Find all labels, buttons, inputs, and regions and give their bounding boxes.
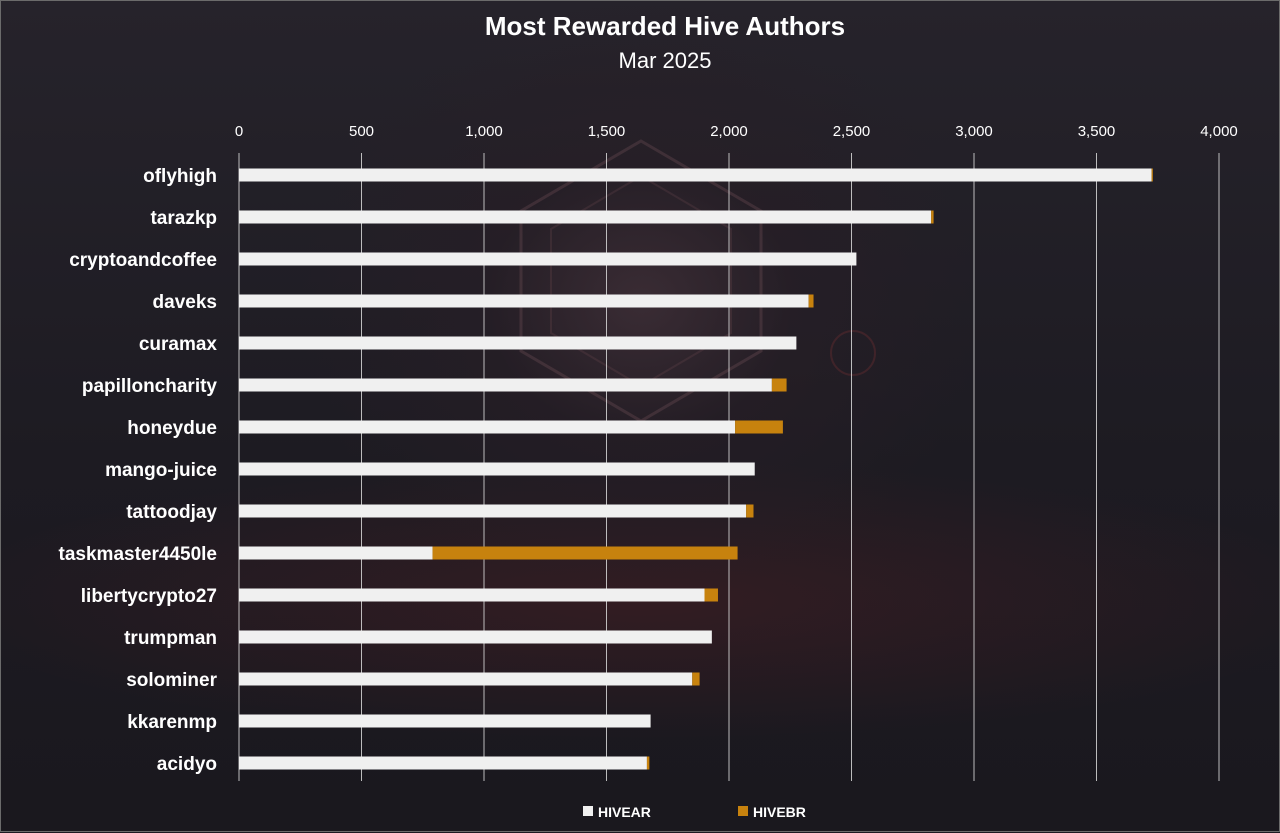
x-tick-label: 2,000	[710, 123, 748, 140]
x-tick-label: 1,500	[588, 123, 626, 140]
category-label: taskmaster4450le	[59, 544, 217, 565]
x-tick-label: 0	[235, 123, 243, 140]
bar-hivear	[239, 168, 1152, 182]
x-tick-label: 3,000	[955, 123, 993, 140]
bar-hivebr	[931, 210, 934, 224]
legend: HIVEAR HIVEBR	[583, 804, 806, 820]
bar-hivebr	[771, 378, 787, 392]
bar-hivear	[239, 588, 705, 602]
chart-title: Most Rewarded Hive Authors	[485, 11, 845, 41]
x-axis-ticks: 0 500 1,000 1,500 2,000 2,500 3,000 3,500 4,000	[235, 123, 1238, 140]
bar-hivear	[239, 462, 755, 476]
x-tick-label: 4,000	[1200, 123, 1238, 140]
bar-hivebr	[808, 294, 814, 308]
bar-hivear	[239, 420, 736, 434]
category-label: acidyo	[157, 754, 217, 775]
bar-hivebr	[646, 756, 650, 770]
category-label: trumpman	[124, 628, 217, 649]
legend-label-hivear: HIVEAR	[598, 804, 651, 820]
x-tick-label: 2,500	[833, 123, 871, 140]
bar-hivebr	[432, 546, 738, 560]
bar-hivear	[239, 630, 712, 644]
category-label: mango-juice	[105, 460, 217, 481]
bar-hivebr	[1151, 168, 1153, 182]
bar-hivebr	[746, 504, 754, 518]
legend-swatch-hivebr	[738, 806, 748, 816]
category-label: papilloncharity	[82, 376, 218, 397]
category-label: cryptoandcoffee	[69, 250, 217, 271]
bar-hivebr	[735, 420, 783, 434]
legend-label-hivebr: HIVEBR	[753, 804, 806, 820]
bar-hivear	[239, 378, 772, 392]
category-label: oflyhigh	[143, 166, 217, 187]
legend-swatch-hivear	[583, 806, 593, 816]
x-tick-label: 1,000	[465, 123, 503, 140]
category-label: tarazkp	[150, 208, 217, 229]
y-axis-categories: oflyhigh tarazkp cryptoandcoffee daveks cura…	[59, 166, 218, 775]
bar-hivear	[239, 714, 651, 728]
category-label: libertycrypto27	[81, 586, 217, 607]
category-label: tattoodjay	[126, 502, 217, 523]
bar-hivear	[239, 336, 797, 350]
x-tick-label: 3,500	[1078, 123, 1116, 140]
category-label: kkarenmp	[127, 712, 217, 733]
bar-hivear	[239, 294, 809, 308]
bar-hivear	[239, 252, 857, 266]
bars	[239, 168, 1153, 770]
bar-hivear	[239, 756, 647, 770]
bar-hivear	[239, 504, 747, 518]
category-label: honeydue	[127, 418, 217, 439]
bar-hivear	[239, 546, 433, 560]
bar-hivear	[239, 672, 693, 686]
category-label: daveks	[153, 292, 217, 313]
chart-subtitle: Mar 2025	[619, 48, 712, 73]
bar-hivear	[239, 210, 932, 224]
category-label: solominer	[126, 670, 217, 691]
x-tick-label: 500	[349, 123, 374, 140]
bar-hivebr	[692, 672, 700, 686]
category-label: curamax	[139, 334, 218, 355]
bar-hivebr	[704, 588, 718, 602]
